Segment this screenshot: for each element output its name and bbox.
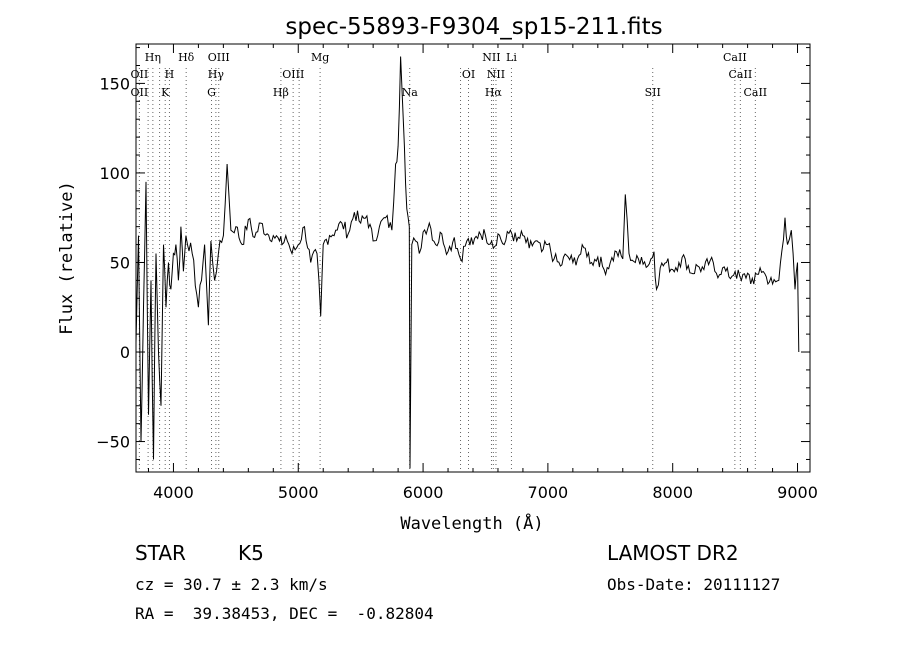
line-label: NII — [482, 51, 500, 64]
line-label: Hβ — [273, 86, 289, 99]
line-label: Hδ — [178, 51, 195, 64]
x-tick-label: 5000 — [278, 483, 319, 502]
y-tick-label: 100 — [99, 164, 130, 183]
redshift-text: cz = 30.7 ± 2.3 km/s — [135, 575, 328, 594]
x-tick-label: 6000 — [403, 483, 444, 502]
y-tick-label: 50 — [110, 253, 130, 272]
y-tick-label: 0 — [120, 343, 130, 362]
line-label: CaII — [743, 86, 767, 99]
line-label: Hγ — [208, 68, 225, 81]
object-subclass: K5 — [238, 541, 264, 565]
observation-date: Obs-Date: 20111127 — [607, 575, 781, 594]
line-label: NII — [487, 68, 505, 81]
plot-frame — [135, 43, 811, 473]
line-label: H — [165, 68, 175, 81]
line-label: K — [161, 86, 170, 99]
line-label: Mg — [311, 51, 329, 64]
line-label: OIII — [282, 68, 304, 81]
line-label: Na — [402, 86, 419, 99]
chart-title: spec-55893-F9304_sp15-211.fits — [285, 14, 662, 40]
y-tick-label: −50 — [96, 433, 130, 452]
line-label: OII — [131, 68, 149, 81]
x-tick-label: 7000 — [528, 483, 569, 502]
object-class: STAR — [135, 541, 186, 565]
line-label: CaII — [723, 51, 747, 64]
coordinates-text: RA = 39.38453, DEC = -0.82804 — [135, 604, 434, 623]
line-label: SII — [645, 86, 661, 99]
line-label: OI — [462, 68, 475, 81]
line-label: G — [207, 86, 216, 99]
x-tick-label: 4000 — [153, 483, 194, 502]
x-axis-label: Wavelength (Å) — [400, 512, 543, 534]
line-label: Li — [506, 51, 517, 64]
line-label: CaII — [729, 68, 753, 81]
line-label: Hα — [485, 86, 503, 99]
x-tick-label: 8000 — [652, 483, 693, 502]
survey-name: LAMOST DR2 — [607, 541, 739, 565]
line-label: OII — [131, 86, 149, 99]
spectral-line-markers — [138, 68, 756, 472]
line-label: Hη — [145, 51, 161, 64]
spectrum-line — [135, 56, 800, 469]
y-axis-label: Flux (relative) — [57, 181, 77, 335]
axis-ticks: 4000 5000 6000 7000 8000 9000 −50 0 50 100 150 — [96, 44, 818, 502]
x-tick-label: 9000 — [777, 483, 818, 502]
y-tick-label: 150 — [99, 74, 130, 93]
line-label: OIII — [208, 51, 230, 64]
